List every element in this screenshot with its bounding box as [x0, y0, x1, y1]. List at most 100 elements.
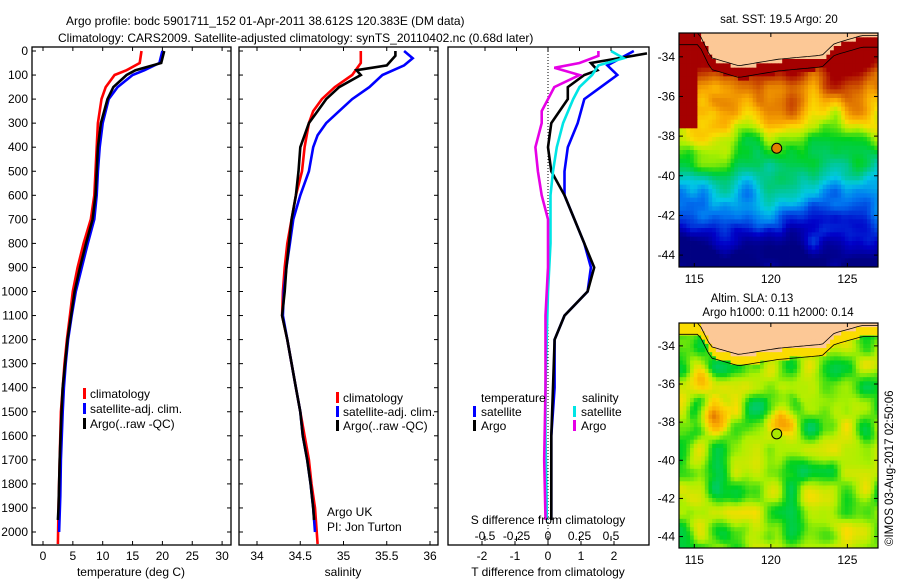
map-cell [815, 150, 820, 155]
map-cell [866, 106, 872, 112]
map-cell [800, 402, 805, 407]
map-cell [833, 154, 838, 160]
map-cell [679, 431, 684, 436]
map-cell [734, 184, 739, 190]
map-cell [686, 33, 691, 38]
map-cell [800, 115, 805, 121]
map-cell [693, 389, 698, 395]
map-cell [789, 223, 794, 229]
map-cell [708, 236, 713, 242]
map-cell [789, 158, 794, 164]
map-cell [749, 456, 754, 461]
map-cell [852, 219, 857, 225]
map-cell [734, 385, 739, 391]
map-cell [819, 335, 824, 341]
map-cell [804, 249, 809, 255]
map-cell [679, 232, 684, 238]
map-cell [793, 414, 798, 420]
map-cell [796, 331, 802, 336]
map-cell [730, 385, 735, 391]
map-cell [826, 431, 831, 436]
map-cell [848, 356, 853, 361]
map-cell [793, 33, 798, 38]
legend-title-salinity: salinity [582, 391, 619, 405]
map-cell [715, 339, 720, 345]
map-cell [782, 364, 787, 370]
map-cell [844, 137, 849, 142]
map-cell [819, 443, 824, 449]
map-cell [822, 72, 827, 77]
map-cell [701, 385, 706, 391]
lon-tick-label: 125 [837, 272, 857, 286]
map-cell [704, 249, 709, 255]
map-cell [763, 456, 768, 461]
map-cell [793, 132, 798, 138]
map-cell [855, 456, 860, 461]
map-cell [815, 410, 820, 416]
map-cell [822, 452, 827, 457]
map-cell [741, 249, 746, 255]
map-cell [704, 228, 709, 233]
map-cell [870, 206, 875, 212]
map-cell [701, 448, 706, 453]
map-cell [749, 377, 754, 382]
map-cell [870, 89, 875, 95]
map-cell [826, 377, 831, 382]
map-cell [704, 373, 709, 378]
map-cell [737, 176, 743, 181]
map-cell [826, 154, 831, 160]
map-cell [796, 215, 802, 220]
map-cell [782, 368, 787, 374]
map-cell [782, 402, 787, 407]
map-cell [855, 158, 860, 164]
map-cell [760, 402, 765, 407]
map-cell [830, 202, 835, 207]
map-cell [863, 245, 868, 251]
map-cell [774, 414, 779, 420]
map-cell [749, 360, 754, 366]
map-cell [737, 339, 743, 345]
map-cell [734, 439, 739, 445]
map-cell [749, 50, 754, 56]
map-cell [811, 102, 816, 108]
map-cell [715, 258, 720, 264]
map-cell [841, 158, 846, 164]
map-cell [800, 197, 805, 203]
map-cell [749, 197, 754, 203]
map-cell [833, 456, 838, 461]
map-cell [715, 236, 720, 242]
map-cell [749, 343, 754, 349]
map-cell [767, 327, 772, 332]
map-cell [859, 335, 864, 341]
map-cell [785, 427, 790, 432]
map-cell [837, 241, 842, 246]
map-cell [874, 98, 879, 103]
map-cell [690, 348, 695, 353]
map-cell [752, 262, 757, 268]
map-cell [800, 202, 805, 207]
map-cell [789, 389, 794, 395]
map-cell [726, 258, 731, 264]
map-cell [737, 236, 743, 242]
map-cell [745, 41, 750, 47]
map-cell [708, 423, 713, 428]
map-cell [830, 452, 835, 457]
map-cell [819, 54, 824, 60]
map-cell [811, 356, 816, 361]
map-cell [870, 50, 875, 56]
map-cell [830, 137, 835, 142]
map-cell [855, 124, 860, 129]
map-cell [719, 393, 724, 399]
map-cell [844, 50, 849, 56]
map-cell [826, 398, 831, 403]
map-cell [730, 111, 735, 116]
map-cell [734, 124, 739, 129]
map-cell [855, 398, 860, 403]
map-cell [830, 180, 835, 186]
map-cell [741, 232, 746, 238]
map-cell [723, 435, 728, 441]
map-cell [686, 423, 691, 428]
map-cell [848, 381, 853, 386]
map-cell [745, 85, 750, 90]
map-cell [715, 163, 720, 168]
